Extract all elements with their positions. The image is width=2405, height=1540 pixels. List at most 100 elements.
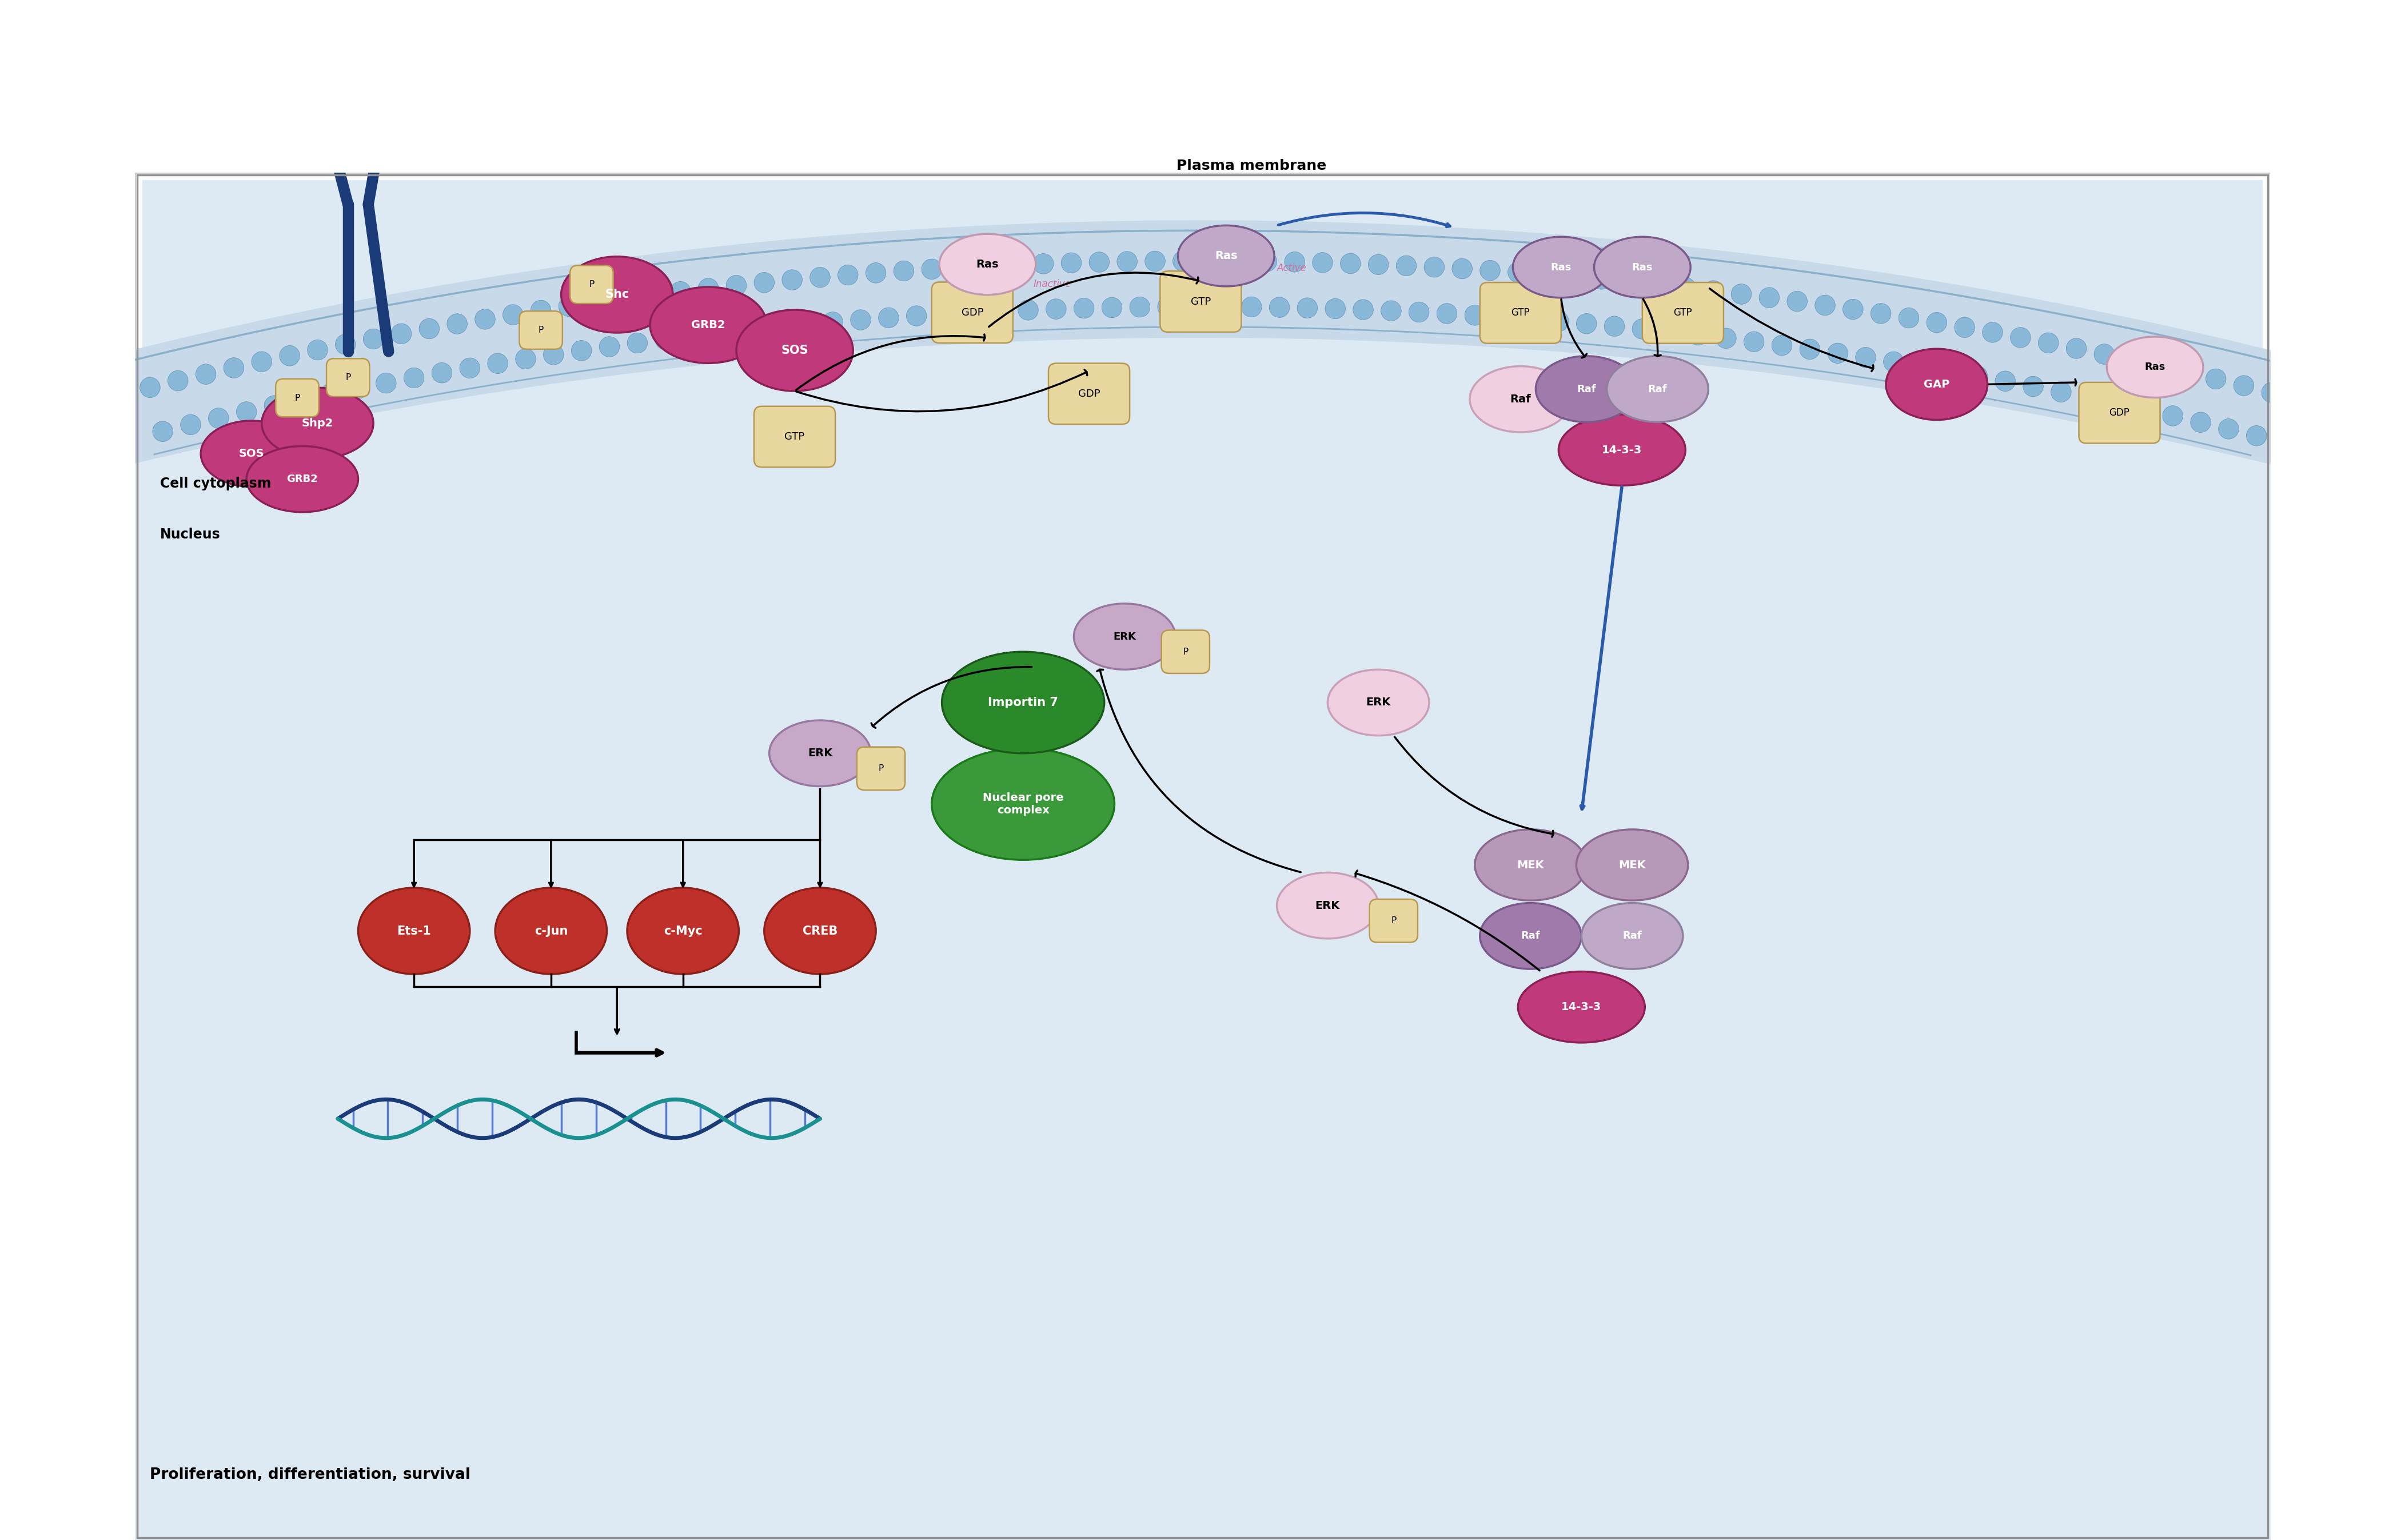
Text: GDP: GDP (1077, 388, 1099, 399)
Circle shape (642, 285, 664, 305)
Circle shape (168, 371, 188, 391)
Circle shape (2136, 399, 2155, 420)
Text: P: P (539, 326, 544, 334)
Circle shape (1926, 313, 1948, 333)
Circle shape (349, 379, 368, 399)
Circle shape (1145, 251, 1164, 271)
Text: Ras: Ras (976, 259, 998, 270)
Circle shape (1828, 343, 1847, 363)
Ellipse shape (1607, 356, 1708, 422)
Ellipse shape (770, 721, 871, 787)
Circle shape (782, 270, 803, 290)
Ellipse shape (1513, 237, 1609, 297)
Circle shape (334, 334, 356, 354)
Text: GTP: GTP (1674, 308, 1693, 319)
Circle shape (253, 351, 272, 371)
Text: Nucleus: Nucleus (161, 528, 221, 541)
Ellipse shape (0, 550, 1227, 1540)
Text: 14-3-3: 14-3-3 (1561, 1001, 1602, 1012)
Circle shape (2205, 368, 2227, 390)
Text: P: P (589, 280, 594, 290)
Circle shape (1592, 270, 1611, 290)
Circle shape (878, 308, 899, 328)
Text: ERK: ERK (808, 748, 832, 759)
Circle shape (1479, 260, 1501, 280)
Circle shape (236, 402, 257, 422)
Circle shape (1871, 303, 1890, 323)
Ellipse shape (1595, 237, 1691, 297)
Circle shape (474, 310, 495, 330)
Circle shape (180, 414, 200, 434)
Circle shape (1703, 280, 1724, 300)
Circle shape (587, 293, 606, 313)
Circle shape (1130, 297, 1150, 317)
Ellipse shape (1582, 902, 1683, 969)
Circle shape (628, 333, 647, 353)
Text: GRB2: GRB2 (286, 474, 317, 484)
Text: Proliferation, differentiation, survival: Proliferation, differentiation, survival (149, 1468, 471, 1483)
Circle shape (1619, 271, 1640, 293)
Circle shape (1508, 262, 1527, 282)
Text: Cell cytoplasm: Cell cytoplasm (161, 477, 272, 491)
Circle shape (1215, 297, 1234, 317)
Circle shape (2191, 413, 2210, 433)
Circle shape (1061, 253, 1082, 273)
Ellipse shape (1558, 414, 1686, 485)
Text: P: P (293, 394, 301, 402)
Circle shape (1494, 306, 1513, 326)
Ellipse shape (1469, 367, 1570, 433)
Text: P: P (1390, 916, 1397, 926)
Circle shape (2234, 376, 2253, 396)
Circle shape (1787, 291, 1806, 311)
Ellipse shape (765, 887, 875, 975)
Text: Raf: Raf (1623, 930, 1643, 941)
Circle shape (1073, 299, 1094, 319)
Circle shape (1575, 314, 1597, 334)
Circle shape (2162, 405, 2184, 427)
Circle shape (433, 363, 452, 383)
Text: Ets-1: Ets-1 (397, 926, 430, 936)
Circle shape (1955, 317, 1975, 337)
Ellipse shape (2107, 337, 2203, 397)
Circle shape (447, 314, 467, 334)
FancyBboxPatch shape (1643, 282, 1724, 343)
Circle shape (1157, 297, 1178, 317)
Circle shape (1898, 308, 1919, 328)
FancyBboxPatch shape (277, 379, 320, 417)
Circle shape (1659, 322, 1681, 342)
Circle shape (488, 353, 507, 374)
Circle shape (1676, 277, 1696, 297)
Circle shape (1089, 253, 1109, 273)
Text: P: P (346, 373, 351, 382)
Text: P: P (878, 764, 883, 773)
Circle shape (1017, 300, 1039, 320)
FancyBboxPatch shape (2078, 382, 2160, 444)
Circle shape (2066, 339, 2088, 359)
Text: Plasma membrane: Plasma membrane (1176, 159, 1328, 172)
Text: c-Myc: c-Myc (664, 926, 702, 936)
Circle shape (1397, 256, 1417, 276)
Ellipse shape (262, 388, 373, 459)
Circle shape (265, 396, 284, 416)
Ellipse shape (1328, 670, 1429, 736)
Ellipse shape (245, 447, 358, 513)
Circle shape (613, 288, 635, 308)
Circle shape (1200, 251, 1222, 271)
Circle shape (2261, 382, 2282, 402)
Ellipse shape (495, 887, 606, 975)
Circle shape (291, 390, 313, 410)
Circle shape (375, 373, 397, 393)
Circle shape (671, 282, 690, 302)
FancyBboxPatch shape (931, 282, 1013, 343)
Circle shape (1354, 299, 1373, 320)
Circle shape (2150, 356, 2169, 376)
Ellipse shape (1537, 356, 1638, 422)
Circle shape (195, 363, 216, 385)
Circle shape (933, 303, 955, 325)
Ellipse shape (649, 286, 767, 363)
Circle shape (2078, 388, 2100, 408)
Ellipse shape (0, 570, 1205, 1540)
Text: SOS: SOS (238, 448, 265, 459)
FancyBboxPatch shape (142, 180, 2263, 1532)
Circle shape (1967, 367, 1987, 387)
